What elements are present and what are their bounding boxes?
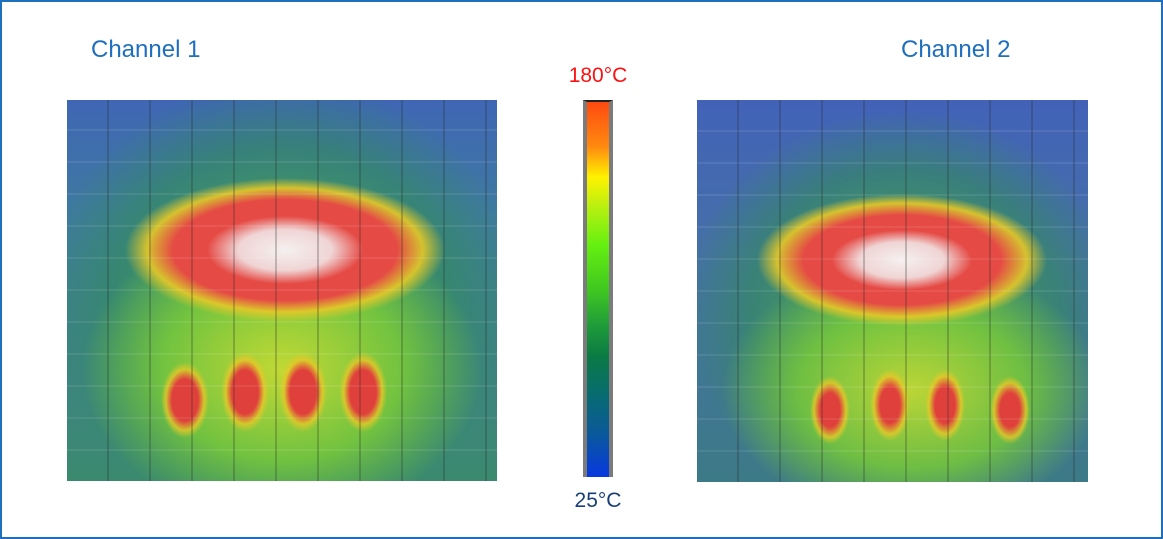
channel-2-title: Channel 2 xyxy=(901,36,1011,63)
channel-2-thermal-image xyxy=(697,100,1088,482)
colorbar-max-label: 180°C xyxy=(568,64,628,87)
colorbar-min-label: 25°C xyxy=(574,489,622,512)
temperature-colorbar xyxy=(583,100,613,477)
channel-1-title: Channel 1 xyxy=(91,36,201,63)
channel-1-thermal-image xyxy=(67,100,497,481)
